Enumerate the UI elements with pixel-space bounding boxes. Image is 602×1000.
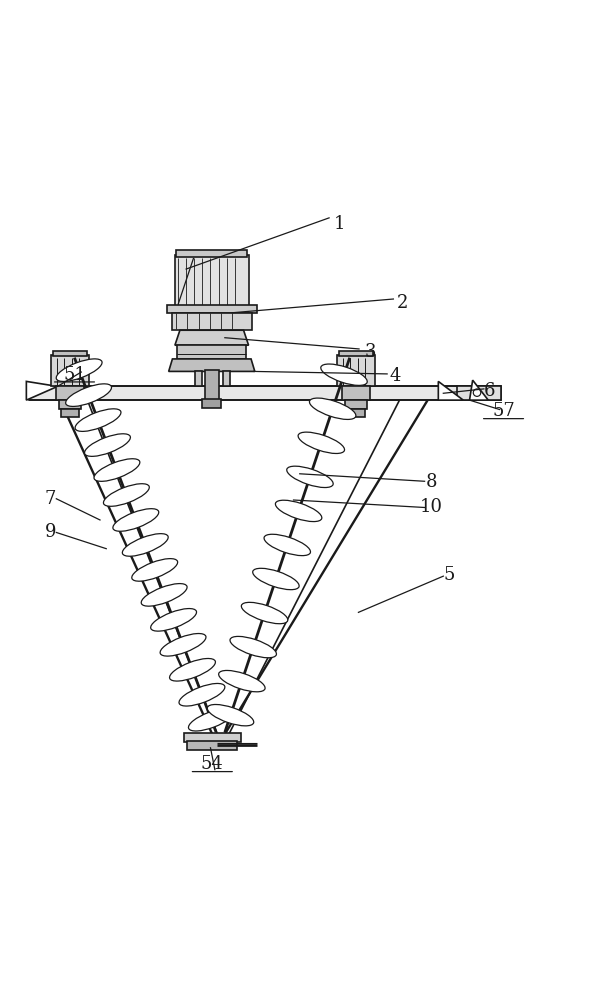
Text: 4: 4	[390, 367, 402, 385]
Ellipse shape	[141, 584, 187, 606]
Text: 6: 6	[484, 382, 495, 400]
Text: 54: 54	[201, 755, 224, 773]
Bar	[172, 313, 252, 330]
Ellipse shape	[84, 434, 131, 456]
Bar	[339, 351, 373, 356]
Ellipse shape	[132, 559, 178, 581]
Ellipse shape	[160, 634, 206, 656]
Text: 8: 8	[426, 473, 438, 491]
Ellipse shape	[113, 509, 159, 531]
Bar	[167, 305, 256, 313]
Bar	[53, 351, 87, 356]
Ellipse shape	[219, 670, 265, 692]
Bar	[184, 733, 241, 742]
Ellipse shape	[56, 359, 102, 381]
Bar	[347, 409, 365, 417]
Ellipse shape	[253, 568, 299, 590]
Bar	[51, 355, 88, 386]
Bar	[337, 355, 374, 386]
Ellipse shape	[179, 683, 225, 706]
Ellipse shape	[170, 658, 216, 681]
Ellipse shape	[275, 500, 322, 522]
Ellipse shape	[287, 466, 333, 488]
Ellipse shape	[188, 708, 234, 731]
Text: 2: 2	[397, 294, 409, 312]
Bar	[29, 386, 501, 400]
Ellipse shape	[321, 364, 367, 385]
Ellipse shape	[207, 704, 254, 726]
Ellipse shape	[309, 398, 356, 419]
Bar	[187, 741, 237, 750]
Ellipse shape	[122, 534, 168, 556]
Ellipse shape	[241, 602, 288, 624]
Polygon shape	[470, 380, 488, 400]
Bar	[57, 386, 84, 400]
Bar	[223, 371, 231, 386]
Ellipse shape	[230, 636, 276, 658]
Text: 51: 51	[63, 366, 86, 384]
Bar	[342, 386, 370, 400]
Bar	[59, 400, 81, 409]
Text: 57: 57	[492, 402, 515, 420]
Polygon shape	[169, 359, 255, 371]
Polygon shape	[175, 330, 249, 345]
Ellipse shape	[75, 409, 121, 431]
Bar	[176, 250, 247, 257]
Text: 1: 1	[334, 215, 346, 233]
Bar	[178, 345, 246, 359]
Bar	[175, 255, 249, 307]
Bar	[345, 400, 367, 409]
Ellipse shape	[264, 534, 311, 556]
Text: 3: 3	[364, 343, 376, 361]
Bar	[205, 370, 219, 400]
Text: 7: 7	[45, 490, 56, 508]
Text: 5: 5	[444, 566, 455, 584]
Polygon shape	[26, 381, 58, 400]
Ellipse shape	[66, 384, 111, 406]
Text: 9: 9	[45, 523, 56, 541]
Bar	[195, 371, 202, 386]
Polygon shape	[438, 381, 464, 400]
Ellipse shape	[298, 432, 344, 453]
Text: 10: 10	[420, 498, 443, 516]
Bar	[202, 399, 221, 408]
Bar	[457, 386, 501, 400]
Ellipse shape	[104, 484, 149, 506]
Ellipse shape	[94, 459, 140, 481]
Bar	[61, 409, 79, 417]
Ellipse shape	[150, 609, 196, 631]
Circle shape	[473, 389, 481, 396]
